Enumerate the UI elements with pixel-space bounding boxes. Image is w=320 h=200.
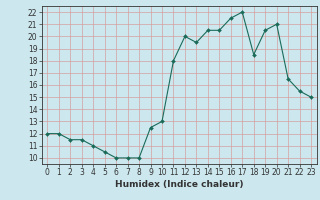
X-axis label: Humidex (Indice chaleur): Humidex (Indice chaleur) <box>115 180 244 189</box>
